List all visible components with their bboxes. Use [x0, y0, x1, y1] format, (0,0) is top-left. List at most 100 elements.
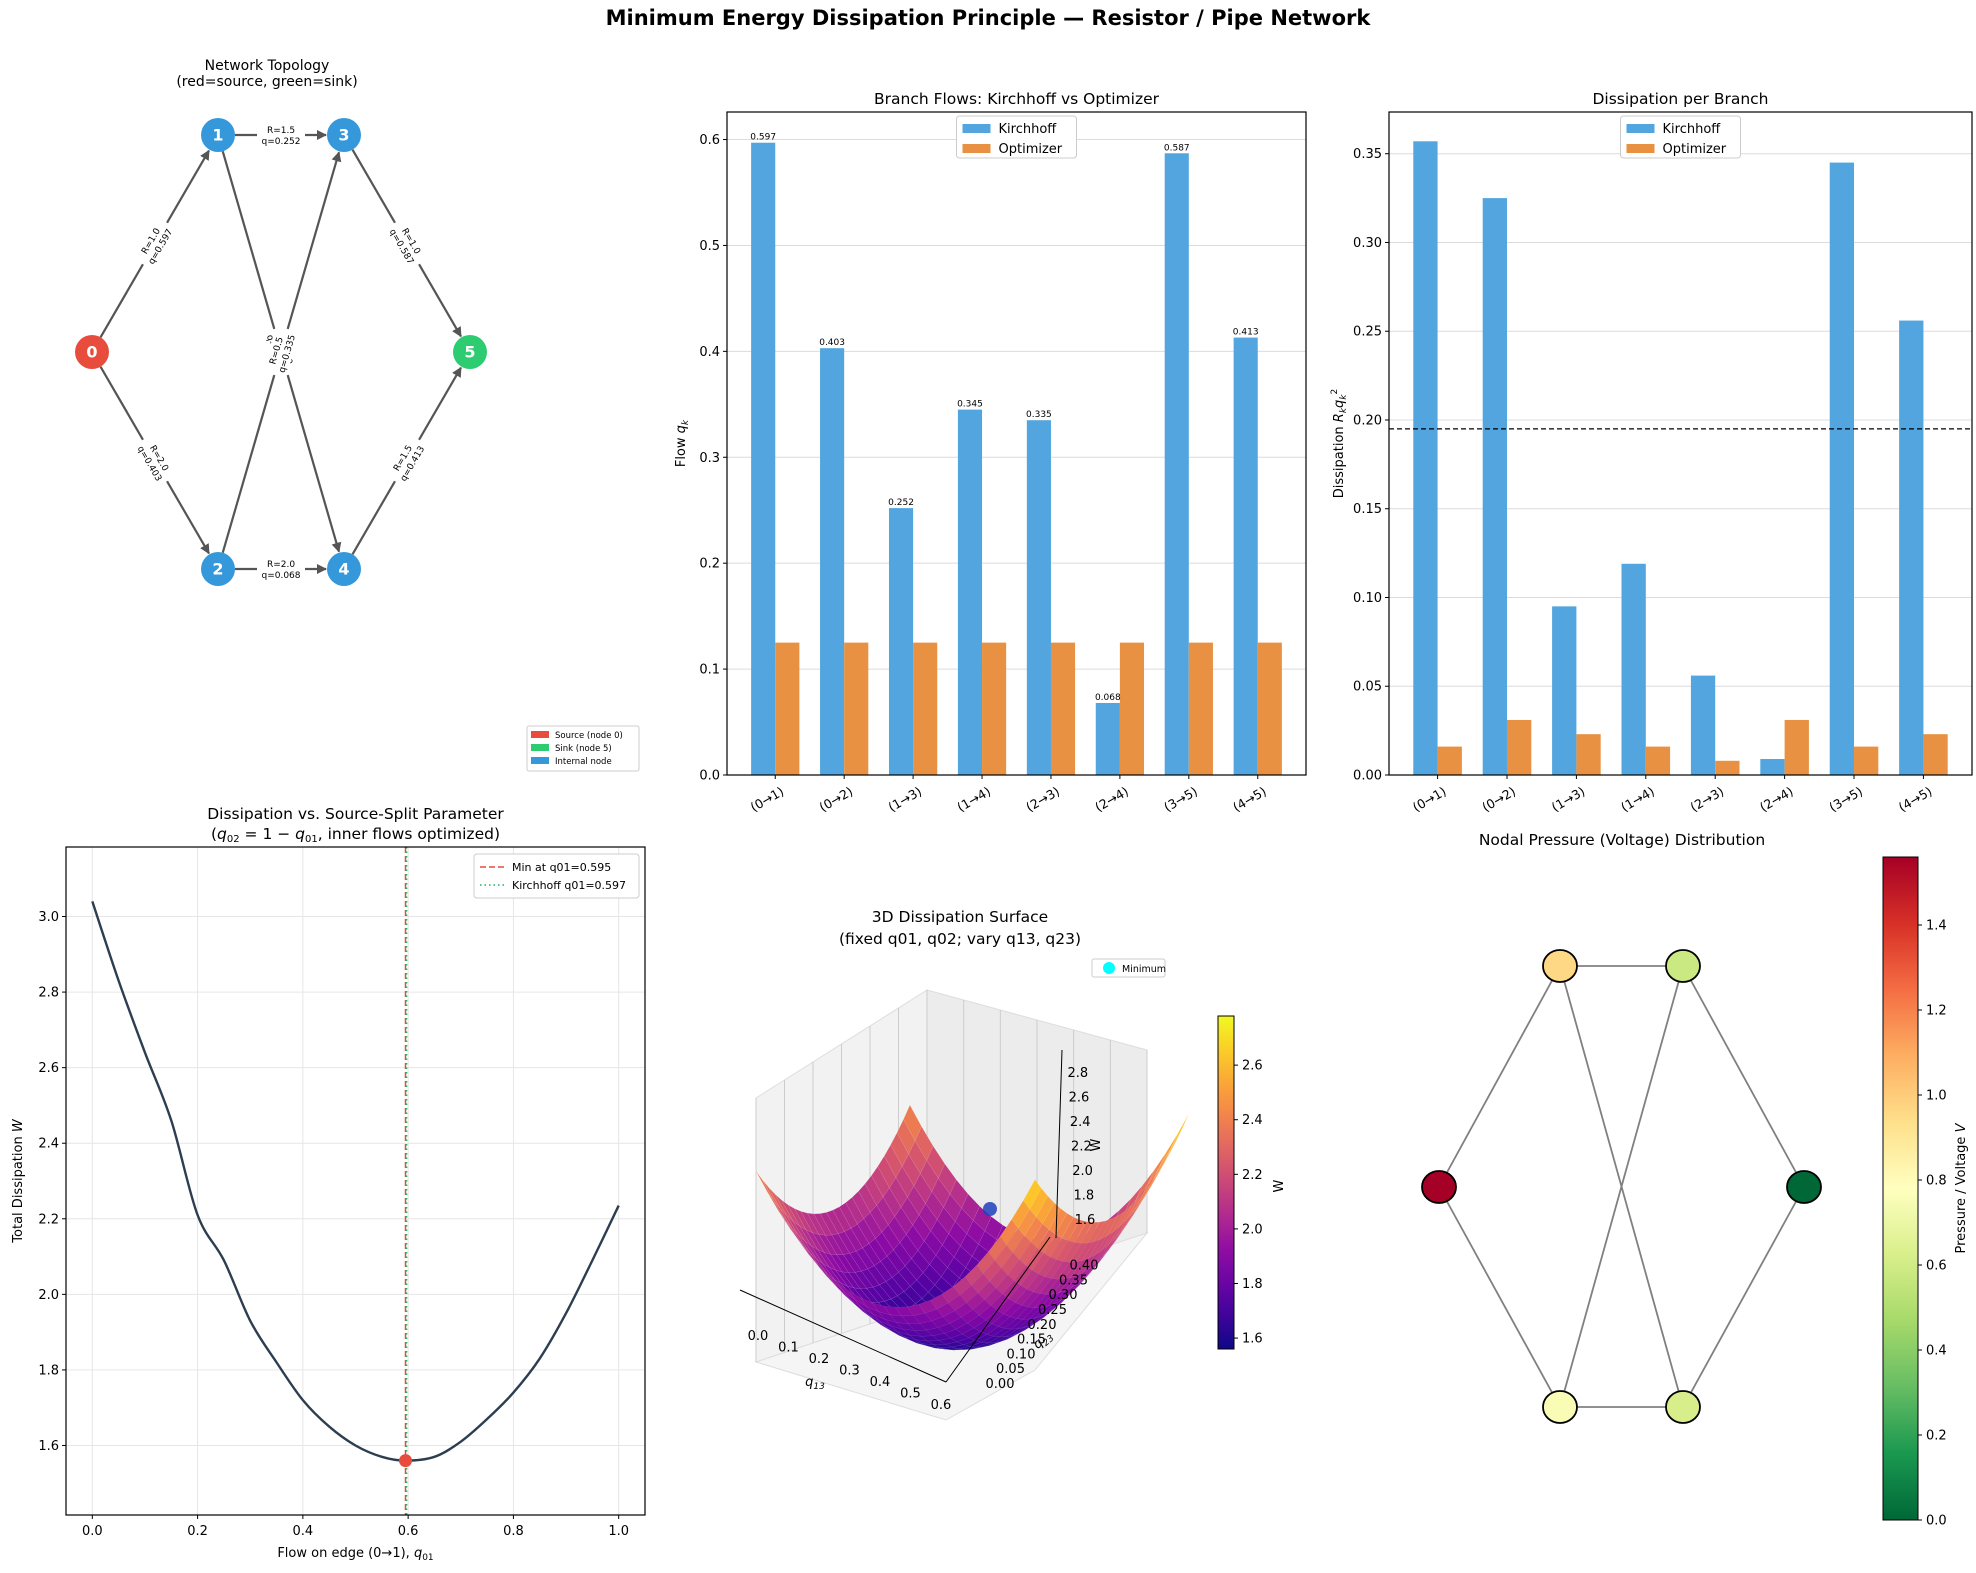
pressure-colorbar-label: Pressure / Voltage V	[1954, 1122, 1969, 1253]
bar-optimizer	[1923, 734, 1948, 775]
edge-label-1-3: R=1.5q=0.252	[257, 123, 305, 147]
xtick-label: 0.8	[503, 1524, 524, 1539]
bar-kirchhoff	[1026, 420, 1051, 775]
ytick-label: 0.20	[1353, 413, 1382, 428]
bar-optimizer	[1645, 746, 1671, 775]
topology-subtitle: (red=source, green=sink)	[176, 74, 357, 90]
edge-resistance-label: R=1.5	[267, 126, 295, 136]
legend-minimum-label: Minimum	[1122, 964, 1166, 975]
ytick-label: 0.6	[699, 133, 720, 148]
ytick-label: 0.5	[699, 239, 720, 254]
colorbar-tick-label: 0.6	[1926, 1259, 1947, 1274]
w-tick-label: 2.8	[1067, 1066, 1088, 1081]
edge-label-bg	[384, 433, 430, 488]
bar-kirchhoff	[1413, 141, 1438, 775]
bar-data-label: 0.413	[1233, 328, 1259, 338]
axes-frame	[726, 111, 1307, 776]
q13-tick-label: 0.0	[748, 1329, 769, 1344]
bar-kirchhoff	[1482, 198, 1507, 775]
bar-optimizer	[1437, 746, 1462, 775]
surface-minimum-marker	[983, 1202, 997, 1216]
q23-tick-label: 0.05	[996, 1362, 1025, 1377]
q23-tick-label: 0.15	[1017, 1333, 1046, 1348]
bar-optimizer	[1854, 746, 1879, 775]
node-4	[327, 552, 361, 586]
node-3	[327, 118, 361, 152]
pressure-node-5	[1786, 1170, 1822, 1204]
xtick-label: 1.0	[608, 1524, 629, 1539]
edge-resistance-label: R=2.0	[267, 560, 295, 570]
xtick-label: (4→5)	[1896, 784, 1935, 815]
pressure-node-0	[1421, 1170, 1457, 1204]
bar-data-label: 0.335	[1026, 410, 1052, 420]
ytick-label: 0.0	[699, 769, 720, 784]
colorbar-tick-label: 0.0	[1926, 1514, 1947, 1529]
xtick-label: 0.0	[82, 1524, 103, 1539]
ytick-label: 2.0	[38, 1288, 59, 1303]
ytick-label: 0.3	[699, 451, 720, 466]
surface-patch	[1170, 1113, 1190, 1149]
w-axis	[1055, 1049, 1063, 1239]
xtick-label: (2→3)	[1688, 784, 1727, 815]
colorbar-tick-label: 0.4	[1926, 1344, 1947, 1359]
bar-data-label: 0.587	[1164, 143, 1190, 153]
flows-panel: 0.0 0.1 0.2 0.3 0.4 0.5 0.6 0.597 (0→1) 0.403 (0→2…	[674, 90, 1307, 815]
legend-minimum-marker	[1103, 962, 1115, 974]
q13-tick-label: 0.1	[778, 1341, 799, 1356]
node-1	[201, 118, 235, 152]
edge-flow-label: q=0.068	[261, 571, 300, 581]
w-axis-label: W	[1089, 1138, 1104, 1151]
surface-patch	[1147, 1153, 1166, 1185]
flows-ylabel: Flow qk	[674, 419, 691, 467]
surface-colorbar	[1217, 1015, 1235, 1350]
xtick-label: (1→4)	[1618, 784, 1657, 815]
surface-patch	[1152, 1148, 1172, 1181]
legend-swatch-2	[531, 757, 549, 764]
w-tick-label: 2.0	[1072, 1164, 1093, 1179]
xtick-label: 0.4	[293, 1524, 314, 1539]
bar-data-label: 0.345	[957, 400, 983, 410]
xtick-label: (2→4)	[1757, 784, 1796, 815]
node-label-3: 3	[338, 126, 349, 145]
bar-optimizer	[913, 642, 938, 775]
xtick-label: (2→4)	[1092, 784, 1131, 815]
q23-axis	[945, 1236, 1051, 1383]
edge-label-0-1: R=1.0q=0.597	[132, 216, 178, 271]
surface-panel: 3D Dissipation Surface (fixed q01, q02; v…	[739, 908, 1287, 1421]
q23-tick-label: 0.20	[1028, 1318, 1057, 1333]
bar-data-label: 0.403	[819, 338, 845, 348]
node-label-2: 2	[212, 560, 223, 579]
ytick-label: 3.0	[38, 910, 59, 925]
colorbar-label: W	[1272, 1179, 1287, 1192]
xtick-label: (3→5)	[1161, 784, 1200, 815]
bar-optimizer	[1784, 719, 1809, 775]
split-title: Dissipation vs. Source-Split Parameter	[207, 805, 504, 823]
colorbar-tick-label: 1.4	[1926, 919, 1947, 934]
xtick-label: (4→5)	[1230, 784, 1269, 815]
q23-tick-label: 0.30	[1049, 1288, 1078, 1303]
bar-kirchhoff	[1899, 320, 1924, 775]
figure-title: Minimum Energy Dissipation Principle — R…	[605, 6, 1371, 30]
ytick-label: 1.8	[38, 1363, 59, 1378]
split-ylabel: Total Dissipation W	[11, 1118, 26, 1244]
xtick-label: (1→3)	[885, 784, 924, 815]
node-label-5: 5	[464, 343, 475, 362]
edge-label-bg	[132, 433, 178, 488]
q13-tick-label: 0.2	[809, 1352, 830, 1367]
bar-data-label: 0.252	[888, 498, 914, 508]
legend-label-2: Internal node	[555, 757, 612, 767]
w-tick-label: 1.6	[1075, 1213, 1096, 1228]
edge-label-bg	[257, 557, 305, 581]
colorbar-tick-label: 1.8	[1242, 1277, 1263, 1292]
ytick-label: 0.35	[1353, 147, 1382, 162]
xtick-label: (0→1)	[1410, 784, 1449, 815]
axes-frame	[65, 846, 646, 1516]
topology-panel: Network Topology(red=source, green=sink)…	[75, 58, 640, 772]
pressure-edge-4-5	[1682, 1186, 1805, 1408]
xtick-label: 0.2	[187, 1524, 208, 1539]
w-tick-label: 2.6	[1069, 1091, 1090, 1106]
xtick-label: (0→2)	[1479, 784, 1518, 815]
ytick-label: 0.00	[1353, 769, 1382, 784]
ytick-label: 0.1	[699, 663, 720, 678]
node-label-4: 4	[338, 560, 349, 579]
